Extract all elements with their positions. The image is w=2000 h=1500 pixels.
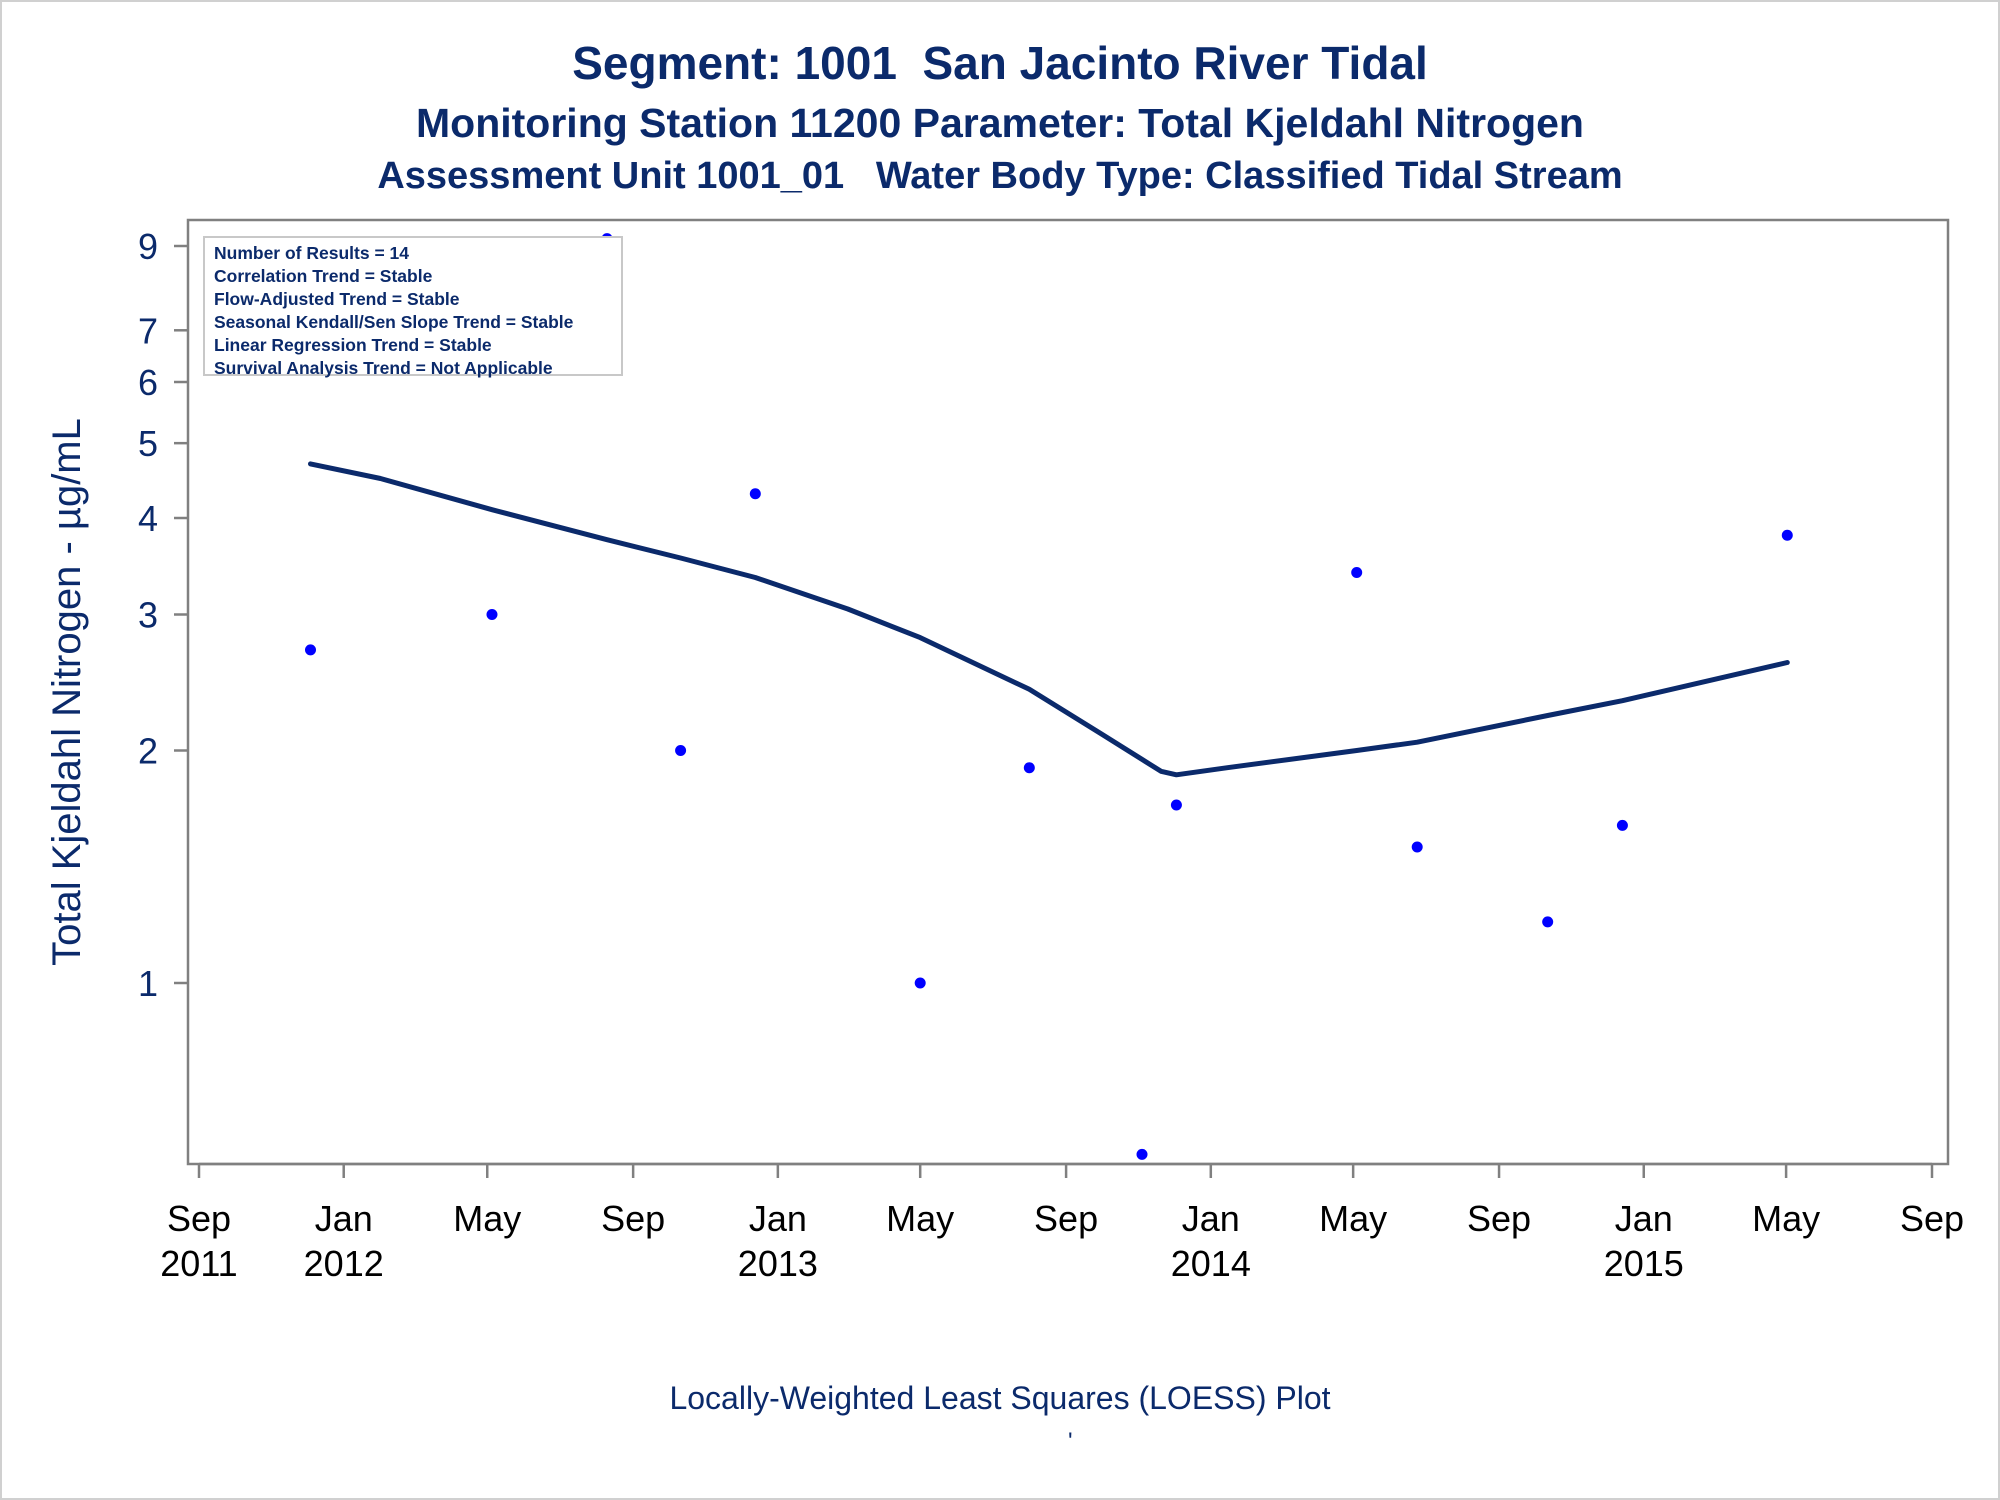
stat-number-of-results: Number of Results = 14 bbox=[214, 243, 409, 263]
data-point bbox=[1023, 762, 1035, 774]
data-point bbox=[749, 488, 761, 500]
x-tick-label-month: May bbox=[886, 1198, 954, 1239]
x-tick-label-month: May bbox=[1752, 1198, 1820, 1239]
trend-stats-box: Number of Results = 14 Correlation Trend… bbox=[203, 236, 623, 378]
y-axis: 1 2 3 4 5 6 7 9 bbox=[138, 226, 188, 1004]
footnote-mark: ' bbox=[1068, 1428, 1073, 1455]
y-tick-label: 7 bbox=[138, 310, 158, 351]
x-tick-label-year: 2015 bbox=[1604, 1243, 1684, 1284]
x-tick-label-month: May bbox=[453, 1198, 521, 1239]
y-tick-label: 4 bbox=[138, 498, 158, 539]
data-point bbox=[1136, 1148, 1148, 1160]
data-point bbox=[1411, 841, 1423, 853]
stat-correlation-trend: Correlation Trend = Stable bbox=[214, 266, 433, 286]
x-tick-label-year: 2012 bbox=[304, 1243, 384, 1284]
plot-footnote: Locally-Weighted Least Squares (LOESS) P… bbox=[669, 1380, 1331, 1416]
data-point bbox=[1170, 799, 1182, 811]
x-tick-label-month: Sep bbox=[1467, 1198, 1531, 1239]
y-tick-label: 6 bbox=[138, 362, 158, 403]
x-tick-label-month: Jan bbox=[315, 1198, 373, 1239]
data-point bbox=[914, 977, 926, 989]
x-tick-label-month: Sep bbox=[167, 1198, 231, 1239]
loess-series bbox=[308, 461, 1790, 778]
x-tick-label-month: Jan bbox=[1615, 1198, 1673, 1239]
data-point bbox=[1542, 916, 1554, 928]
x-tick-label-month: Jan bbox=[1182, 1198, 1240, 1239]
data-point bbox=[675, 745, 687, 757]
data-point bbox=[305, 644, 317, 656]
x-tick-label-year: 2013 bbox=[738, 1243, 818, 1284]
x-tick-label-year: 2014 bbox=[1171, 1243, 1251, 1284]
x-tick-label-month: Sep bbox=[601, 1198, 665, 1239]
y-tick-label: 2 bbox=[138, 731, 158, 772]
y-tick-label: 9 bbox=[138, 226, 158, 267]
data-points bbox=[305, 233, 1793, 1160]
stat-seasonal-kendall-trend: Seasonal Kendall/Sen Slope Trend = Stabl… bbox=[214, 312, 574, 332]
x-tick-label-month: Sep bbox=[1034, 1198, 1098, 1239]
chart-subtitle-assessment: Assessment Unit 1001_01 Water Body Type:… bbox=[377, 155, 1623, 197]
loess-line bbox=[308, 461, 1790, 778]
data-point bbox=[1351, 567, 1363, 579]
x-tick-label-year: 2011 bbox=[160, 1243, 237, 1284]
x-tick-label-month: May bbox=[1319, 1198, 1387, 1239]
chart-title: Segment: 1001 San Jacinto River Tidal bbox=[572, 37, 1428, 89]
stat-flow-adjusted-trend: Flow-Adjusted Trend = Stable bbox=[214, 289, 460, 309]
stat-linear-regression-trend: Linear Regression Trend = Stable bbox=[214, 335, 492, 355]
y-axis-label: Total Kjeldahl Nitrogen - µg/mL bbox=[45, 418, 89, 966]
chart-subtitle-station: Monitoring Station 11200 Parameter: Tota… bbox=[416, 100, 1584, 146]
x-tick-label-month: Jan bbox=[749, 1198, 807, 1239]
x-tick-label-month: Sep bbox=[1900, 1198, 1964, 1239]
y-tick-label: 1 bbox=[138, 963, 158, 1004]
data-point bbox=[486, 609, 498, 620]
data-point bbox=[1616, 819, 1628, 831]
y-tick-label: 5 bbox=[138, 423, 158, 464]
stat-survival-analysis-trend: Survival Analysis Trend = Not Applicable bbox=[214, 358, 553, 378]
y-tick-label: 3 bbox=[138, 595, 158, 636]
data-point bbox=[1781, 529, 1793, 541]
